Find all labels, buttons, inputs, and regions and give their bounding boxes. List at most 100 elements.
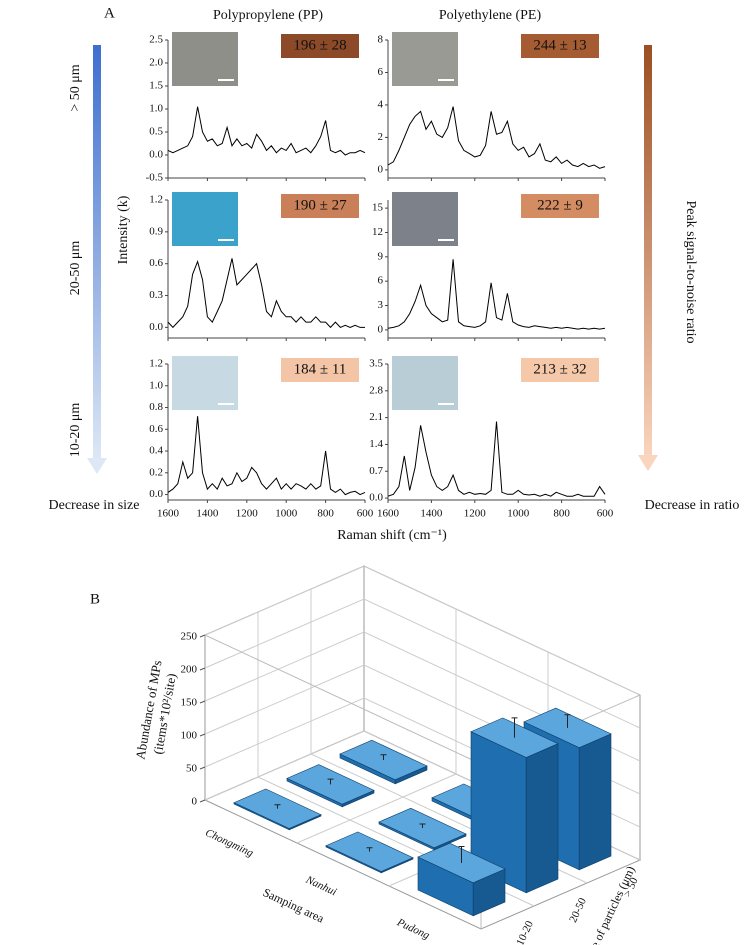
column-title: Polyethylene (PE) (439, 8, 542, 23)
panel-label: A (104, 5, 115, 21)
error-bar (274, 804, 281, 809)
grid-line (204, 565, 641, 696)
y-tick-label: 6 (378, 66, 384, 78)
y-tick-label: 0 (378, 323, 384, 335)
z-tick (199, 766, 206, 770)
x-tick-label: 600 (357, 508, 374, 520)
y-tick-label: 0.8 (149, 401, 163, 413)
micrograph (172, 192, 238, 246)
y-tick-label: 0.4 (149, 445, 163, 457)
x-tick-label: 1200 (464, 508, 487, 520)
error-bar (564, 714, 571, 728)
micrograph (392, 32, 458, 86)
z-tick (199, 667, 206, 671)
y-tick-label: 1.0 (149, 379, 163, 391)
bar-top (233, 788, 322, 829)
y-tick-label: 0.0 (369, 492, 383, 504)
annotation-box (281, 358, 359, 382)
column-title: Polypropylene (PP) (213, 8, 323, 23)
spectrum-line (387, 259, 606, 330)
y-tick-label: 1.4 (369, 438, 383, 450)
y-tick-label: 3.5 (369, 358, 383, 370)
y-axis-label: Intensity (k) (116, 195, 131, 264)
error-bar (511, 717, 518, 738)
y-tick-label: 0.6 (149, 423, 163, 435)
spectrum-line (387, 106, 606, 169)
size-label: 10-20 μm (68, 403, 83, 458)
size-arrow-head (87, 458, 107, 474)
annotation-box (521, 194, 599, 218)
error-bar (366, 847, 373, 852)
ratio-arrow-head (638, 455, 658, 471)
annotation: 244 ± 13 (533, 37, 586, 53)
spectrum-line (387, 421, 606, 497)
x-tick-label: 1000 (507, 508, 530, 520)
ratio-caption: Decrease in ratio (645, 498, 740, 513)
z-tick-label: 200 (181, 664, 198, 676)
y-tick-label: 4 (378, 98, 384, 110)
error-bar (458, 846, 465, 863)
z-tick-label: 100 (181, 730, 198, 742)
y-tick-label: 0.6 (149, 257, 163, 269)
bar-side (525, 743, 559, 894)
panel-label: B (90, 591, 100, 607)
y-tick-label: 1.2 (149, 194, 163, 206)
y-tick-label: 0.0 (149, 321, 163, 333)
y-tick-label: 1.2 (149, 358, 163, 370)
x-tick-label: 1600 (157, 508, 180, 520)
z-tick-label: 50 (186, 763, 198, 775)
floor-grid (296, 773, 457, 844)
ratio-arrow (644, 45, 652, 457)
size-arrow (93, 45, 101, 460)
error-bar (380, 754, 387, 761)
x-tick-label: 1400 (420, 508, 443, 520)
y-tick-label: 0.9 (149, 225, 163, 237)
y-tick-label: 0.3 (149, 289, 163, 301)
y-tick-label: 1.0 (149, 103, 163, 115)
y-tick-label: -0.5 (146, 172, 164, 184)
y-tick-label: 3 (378, 299, 384, 311)
annotation: 196 ± 28 (293, 37, 346, 53)
y-tick-label: 2 (378, 131, 384, 143)
z-tick-label: 150 (181, 697, 198, 709)
annotation: 190 ± 27 (293, 197, 347, 213)
z-tick (199, 799, 206, 803)
annotation: 222 ± 9 (537, 197, 583, 213)
size-label: > 50 μm (68, 64, 83, 111)
y-tick-label: 9 (378, 250, 384, 262)
x-tick-label: 600 (597, 508, 614, 520)
y-tick-label: 0 (378, 163, 384, 175)
ratio-label: Peak signal-to-noise ratio (683, 200, 698, 343)
micrograph (172, 356, 238, 410)
y-tick-label: 0.0 (149, 488, 163, 500)
spectrum-line (167, 106, 366, 156)
micrograph (392, 192, 458, 246)
x-tick-label: 1200 (236, 508, 259, 520)
annotation-box (281, 194, 359, 218)
z-tick (199, 733, 206, 737)
error-bar (327, 778, 334, 785)
x-tick-label: 1000 (275, 508, 298, 520)
z-tick (199, 700, 206, 704)
y-tick-label: 15 (372, 202, 384, 214)
y-tick-label: 2.1 (369, 411, 383, 423)
grid-line (204, 598, 641, 729)
bar-top (325, 831, 414, 872)
size-caption: Decrease in size (49, 498, 140, 513)
annotation-box (521, 34, 599, 58)
z-tick-label: 0 (192, 796, 198, 808)
error-bar (419, 823, 426, 829)
bar-side (578, 733, 612, 871)
x-axis-label: Raman shift (cm⁻¹) (337, 528, 447, 543)
y-tick-label: 12 (372, 226, 383, 238)
z-tick-label: 250 (181, 631, 198, 643)
y-tick-label: 6 (378, 275, 384, 287)
x-tick-label: 1400 (196, 508, 219, 520)
annotation-box (521, 358, 599, 382)
y-tick-label: 0.0 (149, 149, 163, 161)
annotation-box (281, 34, 359, 58)
y-tick-label: 2.0 (149, 57, 163, 69)
z-tick (199, 634, 206, 638)
